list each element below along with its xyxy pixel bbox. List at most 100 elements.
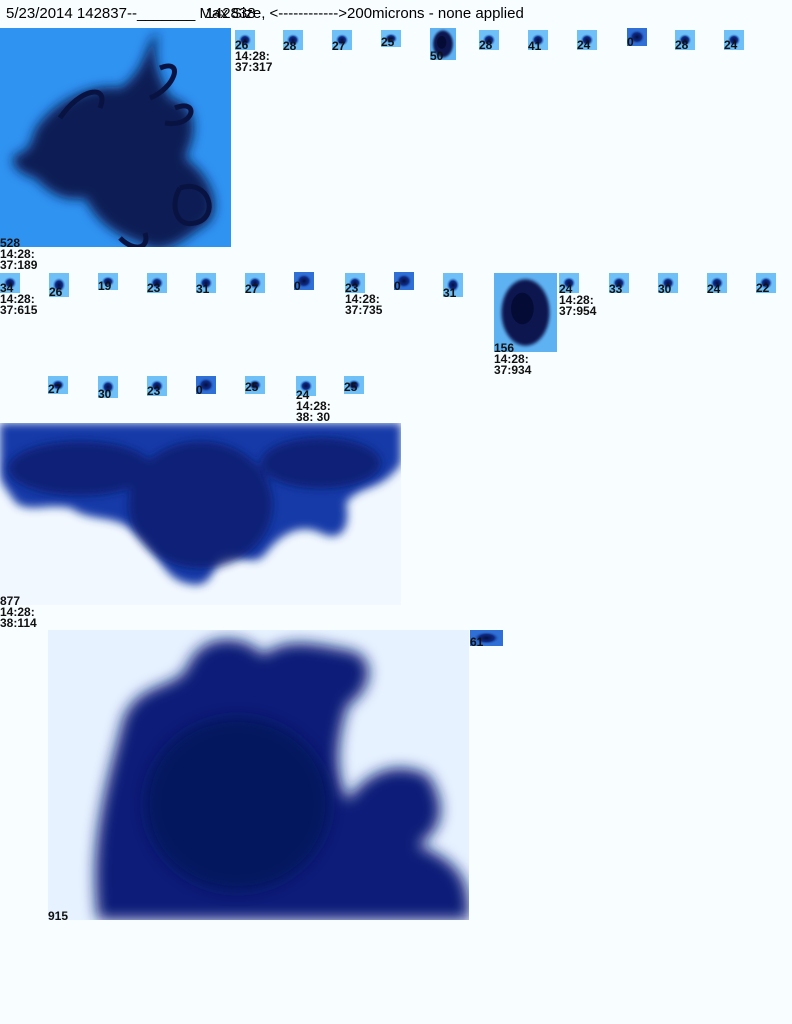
particle-size: 31	[196, 282, 210, 296]
particle-label: 25	[245, 381, 258, 393]
particle-size: 24	[707, 282, 721, 296]
particle-size: 915	[48, 909, 69, 923]
particle-label: 28	[283, 39, 297, 53]
header-overlap: Max Size, 142838	[200, 5, 266, 22]
particle-size: 19	[98, 279, 112, 293]
particle-image	[147, 273, 167, 293]
particle-label: 26	[49, 285, 63, 299]
particle-image	[294, 272, 314, 290]
particle-label: 27	[48, 382, 62, 396]
particle-size: 28	[479, 38, 493, 52]
particle-image	[394, 272, 414, 290]
particle-image	[196, 376, 216, 394]
particle-label: 24	[707, 282, 721, 296]
particle-label: 34 14:28: 37:615	[0, 282, 37, 316]
particle-timestamp: 14:28: 37:189	[0, 247, 38, 272]
particle-label: 0	[294, 280, 301, 292]
particle-timestamp: 14:28: 37:954	[559, 293, 597, 318]
particle-label: 23	[147, 384, 161, 398]
particle-label: 50	[430, 49, 444, 63]
particle-image	[627, 28, 647, 46]
particle-image	[98, 376, 118, 398]
particle-image	[0, 273, 20, 293]
particle-label: 30	[658, 282, 672, 296]
particle-image	[296, 376, 316, 396]
particle-image	[245, 273, 265, 293]
header-suffix: <------------>200microns - none applied	[265, 5, 524, 22]
particle-size: 50	[430, 49, 444, 63]
particle-label: 24	[724, 38, 738, 52]
particle-size: 23	[147, 384, 161, 398]
particle-label: 0	[627, 35, 634, 49]
particle-label: 877 14:28: 38:114	[0, 594, 37, 630]
header-overlap-a: Max Size,	[199, 5, 266, 22]
particle-size: 0	[627, 35, 634, 49]
particle-size: 27	[48, 382, 62, 396]
header-prefix: 5/23/2014 142837--_______	[6, 5, 200, 22]
particle-image	[98, 273, 118, 290]
particle-size: 27	[332, 39, 346, 53]
particle-size: 41	[528, 39, 542, 53]
particle-image	[479, 30, 499, 50]
particle-label: 27	[332, 39, 346, 53]
particle-label: 24 14:28: 38: 30	[296, 388, 331, 424]
particle-image	[658, 273, 678, 293]
particle-image	[345, 273, 365, 293]
particle-image	[430, 28, 456, 60]
particle-label: 33	[609, 282, 623, 296]
particle-size: 24	[296, 388, 310, 402]
particle-size: 877	[0, 594, 21, 608]
particle-label: 24 14:28: 37:954	[559, 283, 597, 318]
particle-size: 27	[245, 282, 259, 296]
particle-size: 0	[394, 279, 401, 293]
particle-image	[577, 30, 597, 50]
particle-label: 0	[196, 383, 203, 397]
particle-image	[443, 273, 463, 297]
particle-label: 28	[479, 38, 493, 52]
particle-timestamp: 14:28: 38:114	[0, 605, 37, 630]
particle-label: 24	[577, 39, 590, 51]
particle-image	[381, 30, 401, 47]
particle-size: 33	[609, 282, 623, 296]
particle-label: 27	[245, 282, 259, 296]
particle-label: 528 14:28: 37:189	[0, 237, 38, 272]
particle-image	[0, 28, 231, 247]
particle-label: 22	[756, 282, 769, 294]
particle-image	[559, 273, 579, 293]
particle-size: 30	[658, 282, 672, 296]
particle-label: 30	[98, 387, 112, 401]
particle-size: 23	[147, 281, 161, 295]
particle-timestamp: 14:28: 37:317	[235, 49, 273, 74]
particle-image	[470, 630, 503, 646]
particle-timestamp: 14:28: 37:735	[345, 292, 383, 317]
particle-label: 28	[675, 39, 688, 51]
particle-size: 61	[470, 635, 484, 649]
particle-label: 26 14:28: 37:317	[235, 38, 273, 74]
particle-label: 61	[470, 635, 484, 649]
particle-size: 24	[724, 38, 738, 52]
particle-image	[344, 376, 364, 394]
page-header: 5/23/2014 142837--_______ Max Size, 14283…	[6, 5, 524, 22]
particle-label: 25	[381, 36, 394, 48]
particle-size: 26	[49, 285, 63, 299]
particle-size: 156	[494, 341, 515, 355]
particle-image	[724, 30, 744, 50]
particle-image	[49, 273, 69, 297]
particle-label: 0	[394, 279, 401, 293]
particle-size: 0	[196, 383, 203, 397]
particle-image	[0, 423, 401, 605]
particle-label: 915	[48, 909, 69, 923]
particle-image	[675, 30, 695, 50]
particle-image	[332, 30, 352, 50]
particle-image	[756, 273, 776, 293]
particle-label: 19	[98, 279, 112, 293]
particle-label: 31	[196, 282, 210, 296]
particle-size: 26	[235, 38, 249, 52]
particle-image	[235, 30, 255, 50]
particle-image	[245, 376, 265, 394]
particle-size: 30	[98, 387, 112, 401]
particle-timestamp: 14:28: 38: 30	[296, 399, 331, 424]
particle-size: 28	[283, 39, 297, 53]
particle-timestamp: 14:28: 37:934	[494, 352, 532, 377]
particle-image	[528, 30, 548, 50]
